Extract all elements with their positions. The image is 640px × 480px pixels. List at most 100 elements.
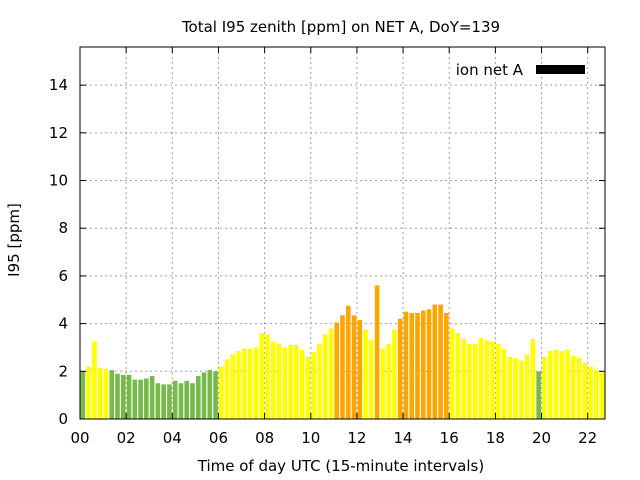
legend-swatch	[536, 65, 585, 74]
bar	[299, 349, 305, 419]
bar	[126, 374, 132, 419]
bar	[420, 310, 426, 419]
x-axis-label: Time of day UTC (15-minute intervals)	[197, 457, 484, 475]
bar	[409, 312, 415, 419]
bar	[259, 333, 265, 419]
bar	[138, 379, 143, 419]
bar	[276, 343, 282, 419]
bar	[397, 318, 403, 419]
bar	[144, 378, 149, 419]
bar	[588, 366, 593, 419]
bar	[461, 339, 466, 419]
bar	[432, 304, 438, 419]
bar	[270, 341, 276, 419]
x-tick-label: 00	[70, 429, 89, 447]
bar	[132, 379, 138, 419]
bar	[288, 345, 293, 419]
bar	[507, 357, 513, 419]
bar	[172, 380, 178, 419]
bar	[374, 285, 380, 419]
x-tick-label: 06	[209, 429, 228, 447]
bar	[403, 311, 409, 419]
legend: ion net A	[456, 61, 585, 79]
chart-title: Total I95 zenith [ppm] on NET A, DoY=139	[181, 18, 500, 36]
bar	[213, 371, 218, 419]
bar	[363, 329, 368, 419]
bars	[80, 285, 605, 419]
y-tick-label: 0	[58, 410, 68, 428]
bar	[149, 376, 155, 419]
bar	[369, 340, 374, 419]
bar	[599, 372, 605, 419]
bar	[161, 384, 166, 419]
bar	[334, 322, 340, 419]
x-tick-label: 08	[255, 429, 274, 447]
bar	[207, 370, 213, 419]
bar	[167, 384, 172, 419]
x-tick-label: 02	[117, 429, 136, 447]
x-tick-label: 12	[347, 429, 366, 447]
bar	[195, 376, 201, 419]
bar	[86, 366, 91, 419]
bar	[501, 348, 507, 419]
bar	[282, 347, 288, 419]
bar	[484, 340, 490, 419]
bar	[242, 348, 247, 419]
y-tick-label: 10	[49, 172, 68, 190]
bar	[305, 357, 311, 419]
bar	[449, 328, 455, 419]
bar	[190, 383, 195, 419]
bar	[345, 305, 351, 419]
plot-frame	[79, 46, 606, 420]
bar	[478, 337, 484, 419]
bar	[351, 315, 357, 419]
y-axis-label: I95 [ppm]	[5, 203, 23, 277]
bar	[444, 312, 449, 419]
bar	[553, 349, 559, 419]
bar	[513, 358, 518, 419]
bar	[519, 360, 524, 419]
grid	[80, 47, 605, 419]
y-tick-label: 14	[49, 76, 68, 94]
y-tick-label: 12	[49, 124, 68, 142]
bar	[570, 355, 576, 419]
bar	[294, 345, 299, 419]
x-tick-label: 16	[440, 429, 459, 447]
x-tick-label: 10	[301, 429, 320, 447]
x-tick-label: 14	[394, 429, 413, 447]
bar	[328, 328, 334, 419]
bar	[317, 343, 322, 419]
bar	[224, 359, 230, 419]
legend-label: ion net A	[456, 61, 524, 79]
bar	[455, 333, 461, 419]
bar	[426, 309, 432, 419]
bar	[230, 354, 236, 419]
bar	[542, 357, 547, 419]
bar	[467, 343, 472, 419]
bar	[115, 373, 120, 419]
bar	[576, 358, 582, 419]
bar	[253, 347, 259, 419]
bar	[490, 341, 495, 419]
x-tick-label: 22	[578, 429, 597, 447]
bar	[594, 370, 599, 419]
bar	[357, 320, 363, 419]
bar	[92, 341, 97, 419]
y-tick-label: 8	[58, 219, 68, 237]
bar	[565, 349, 570, 419]
bar	[184, 380, 190, 419]
bar	[582, 362, 588, 419]
bar	[386, 343, 391, 419]
bar	[247, 348, 253, 419]
bar	[219, 366, 224, 419]
x-tick-label: 18	[486, 429, 505, 447]
bar	[103, 368, 109, 419]
bar	[311, 352, 316, 419]
bar	[109, 370, 115, 419]
bar	[380, 348, 386, 419]
bar	[201, 372, 207, 419]
bar	[530, 339, 536, 419]
bar	[438, 304, 443, 419]
